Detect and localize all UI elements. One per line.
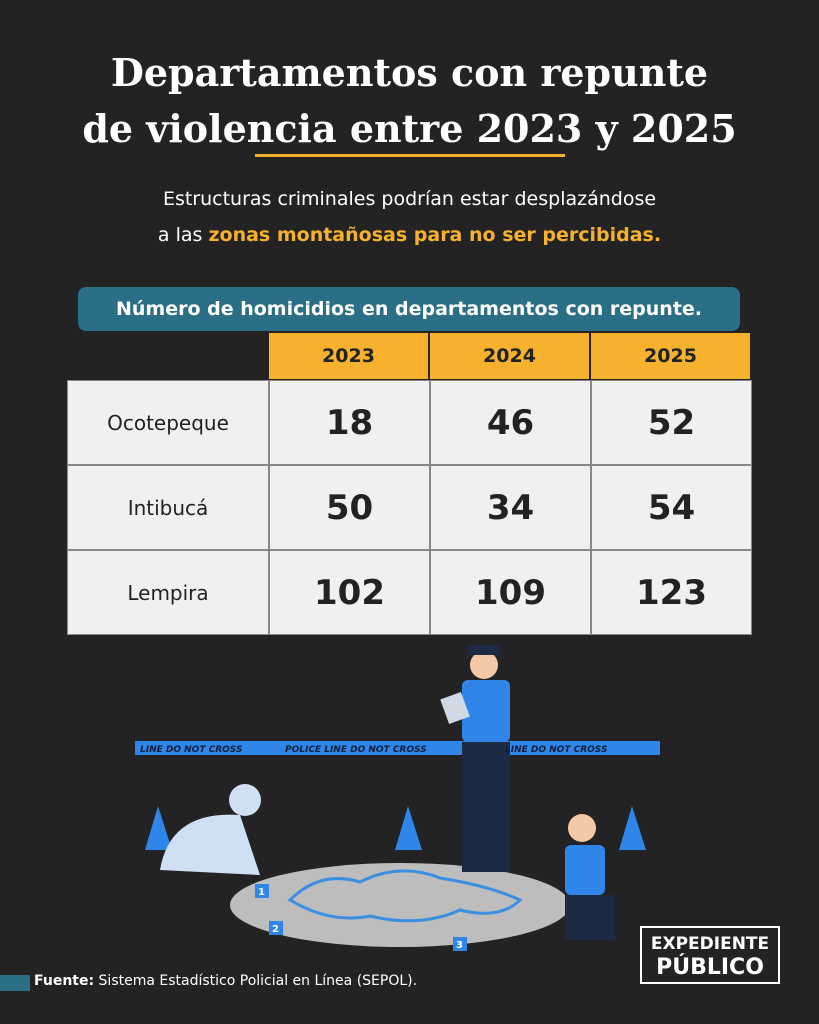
forensic-worker [160,784,261,875]
source: Fuente: Sistema Estadístico Policial en … [34,973,417,989]
source-label: Fuente: [34,973,95,989]
table-value: 109 [430,550,591,635]
source-bar [0,975,30,991]
subtitle-text: a las [157,224,203,246]
table-value: 34 [430,465,591,550]
row-label: Intibucá [67,465,269,550]
evidence-marker-label: 3 [456,940,463,951]
row-label: Lempira [67,550,269,635]
table-value: 18 [269,380,430,465]
table-value: 102 [269,550,430,635]
tape-text: POLICE LINE DO NOT CROSS [285,745,427,755]
table-value: 52 [591,380,752,465]
subtitle: a las zonas montañosas para no ser perci… [0,224,819,246]
body-outline [287,869,523,923]
logo-line: PÚBLICO [656,955,764,980]
evidence-marker [255,884,269,898]
table-value: 50 [269,465,430,550]
table-value: 54 [591,465,752,550]
tape-text: LINE DO NOT CROSS [505,745,607,755]
title-line: Departamentos con repunte [110,50,709,95]
evidence-marker [453,937,467,951]
column-header: 2025 [591,333,752,379]
title-underline [255,154,565,157]
officer-kneeling [565,814,615,940]
logo: EXPEDIENTE PÚBLICO [640,926,780,984]
title-line: de violencia entre 2023 y 2025 [82,106,737,151]
evidence-marker-label: 1 [258,887,265,898]
police-tape [135,741,660,755]
source-text: Sistema Estadístico Policial en Línea (S… [98,973,418,989]
column-header: 2024 [430,333,591,379]
table-caption: Número de homicidios en departamentos co… [78,287,740,331]
evidence-marker-label: 2 [272,924,279,935]
column-header: 2023 [269,333,430,379]
cones [145,806,646,850]
table-value: 46 [430,380,591,465]
subtitle-highlight: zonas montañosas para no ser percibidas. [208,224,662,246]
table-value: 123 [591,550,752,635]
officer-standing [440,645,510,872]
logo-line: EXPEDIENTE [650,934,770,954]
row-label: Ocotepeque [67,380,269,465]
tape-text: LINE DO NOT CROSS [140,745,242,755]
evidence-marker [269,921,283,935]
subtitle: Estructuras criminales podrían estar des… [162,188,657,210]
